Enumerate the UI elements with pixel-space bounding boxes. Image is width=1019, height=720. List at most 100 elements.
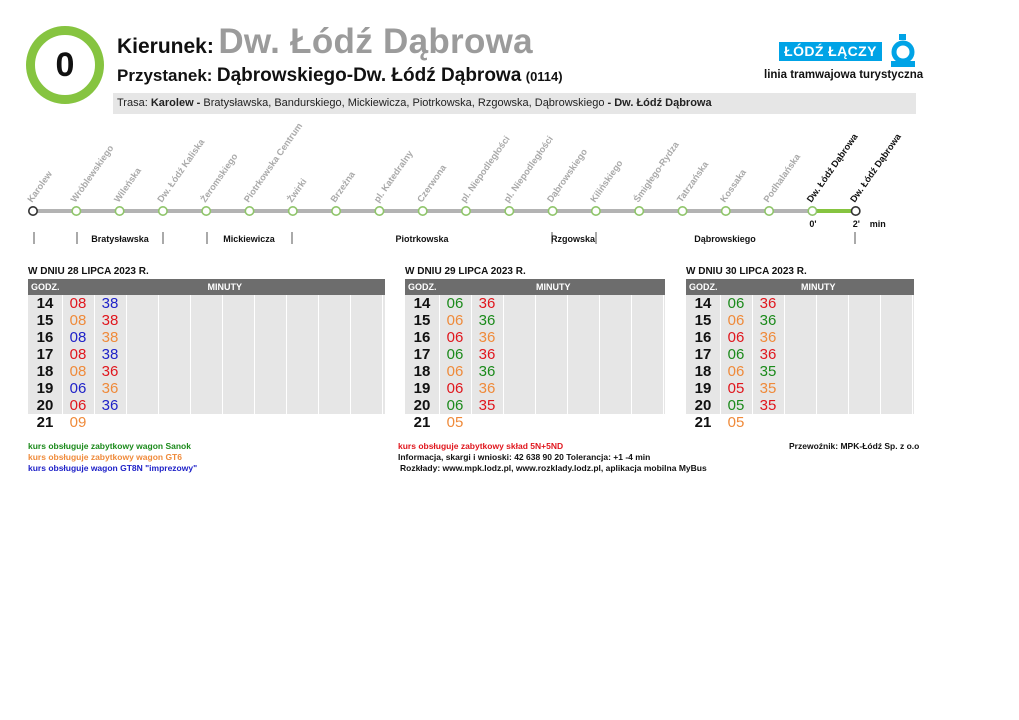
- cell-divider: [880, 346, 881, 363]
- hour-cell: 17: [694, 346, 712, 363]
- cell-divider: [286, 380, 287, 397]
- cell-divider: [190, 295, 191, 312]
- minutes-header: MINUTY: [536, 282, 571, 292]
- hour-cell: 16: [413, 329, 431, 346]
- hour-header: GODZ.: [31, 282, 60, 292]
- cell-divider: [350, 295, 351, 312]
- cell-divider: [599, 295, 600, 312]
- stop-marker: [374, 206, 385, 217]
- cell-divider: [752, 312, 753, 329]
- minute-cell: 06: [446, 380, 464, 397]
- time-unit: min: [870, 219, 886, 229]
- cell-divider: [720, 295, 721, 312]
- cell-divider: [254, 380, 255, 397]
- hour-cell: 19: [413, 380, 431, 397]
- cell-divider: [599, 312, 600, 329]
- cell-divider: [631, 346, 632, 363]
- cell-divider: [126, 329, 127, 346]
- cell-divider: [720, 312, 721, 329]
- cell-divider: [439, 363, 440, 380]
- cell-divider: [567, 312, 568, 329]
- cell-divider: [912, 363, 913, 380]
- minute-cell: 35: [759, 363, 777, 380]
- cell-divider: [62, 312, 63, 329]
- legend-blue: kurs obsługuje wagon GT8N "imprezowy": [28, 463, 198, 473]
- minute-cell: 06: [727, 363, 745, 380]
- cell-divider: [350, 363, 351, 380]
- cell-divider: [94, 363, 95, 380]
- cell-divider: [286, 312, 287, 329]
- stop-marker: [27, 206, 38, 217]
- cell-divider: [784, 295, 785, 312]
- cell-divider: [752, 346, 753, 363]
- cell-divider: [720, 329, 721, 346]
- cell-divider: [663, 312, 664, 329]
- cell-divider: [190, 397, 191, 414]
- hour-cell: 14: [413, 295, 431, 312]
- hour-cell: 21: [413, 414, 431, 431]
- cell-divider: [912, 346, 913, 363]
- timetable-row: 21 05: [686, 414, 914, 431]
- minute-cell: 36: [478, 312, 496, 329]
- cell-divider: [190, 363, 191, 380]
- cell-divider: [318, 397, 319, 414]
- cell-divider: [126, 295, 127, 312]
- line-number-badge: 0: [26, 26, 104, 104]
- cell-divider: [94, 329, 95, 346]
- route-bar: Trasa: Karolew - Bratysławska, Bandurski…: [113, 93, 916, 114]
- hour-header: GODZ.: [408, 282, 437, 292]
- hour-cell: 15: [413, 312, 431, 329]
- stop-marker: [720, 206, 731, 217]
- cell-divider: [158, 363, 159, 380]
- timetable-row: 21 09: [28, 414, 385, 431]
- cell-divider: [816, 363, 817, 380]
- street-name: Rzgowska: [551, 234, 596, 244]
- cell-divider: [158, 312, 159, 329]
- cell-divider: [350, 312, 351, 329]
- stop-name: Wróblewskiego: [69, 143, 116, 204]
- time-next: 2': [853, 219, 860, 229]
- cell-divider: [848, 397, 849, 414]
- cell-divider: [567, 397, 568, 414]
- cell-divider: [880, 329, 881, 346]
- street-name: Mickiewicza: [223, 234, 276, 244]
- stop-name: Podhalańska: [762, 151, 803, 204]
- minute-cell: 08: [69, 312, 87, 329]
- stop-name: pl. Niepodległości: [458, 134, 511, 204]
- timetable-row: 20 05 35: [686, 397, 914, 414]
- stop-marker: [807, 206, 818, 217]
- cell-divider: [535, 295, 536, 312]
- cell-divider: [222, 346, 223, 363]
- minute-cell: 06: [446, 312, 464, 329]
- cell-divider: [254, 346, 255, 363]
- cell-divider: [567, 329, 568, 346]
- cell-divider: [350, 397, 351, 414]
- minute-cell: 35: [759, 397, 777, 414]
- minute-cell: 36: [759, 329, 777, 346]
- cell-divider: [816, 346, 817, 363]
- direction: Kierunek: Dw. Łódź Dąbrowa: [117, 22, 533, 62]
- cell-divider: [62, 346, 63, 363]
- hour-cell: 18: [694, 363, 712, 380]
- stop-name: Dąbrowskiego: [545, 147, 589, 204]
- stop-marker: [764, 206, 775, 217]
- stop-marker: [114, 206, 125, 217]
- hour-cell: 15: [36, 312, 54, 329]
- stop-name: Wileńska: [112, 165, 143, 204]
- cell-divider: [503, 397, 504, 414]
- cell-divider: [382, 397, 383, 414]
- minute-cell: 36: [101, 363, 119, 380]
- cell-divider: [631, 397, 632, 414]
- cell-divider: [382, 312, 383, 329]
- cell-divider: [286, 329, 287, 346]
- cell-divider: [286, 346, 287, 363]
- timetable-row: 14 06 36: [405, 295, 665, 312]
- cell-divider: [720, 380, 721, 397]
- cell-divider: [631, 312, 632, 329]
- cell-divider: [62, 329, 63, 346]
- timetable-row: 16 08 38: [28, 329, 385, 346]
- cell-divider: [720, 397, 721, 414]
- minute-cell: 06: [446, 363, 464, 380]
- cell-divider: [382, 329, 383, 346]
